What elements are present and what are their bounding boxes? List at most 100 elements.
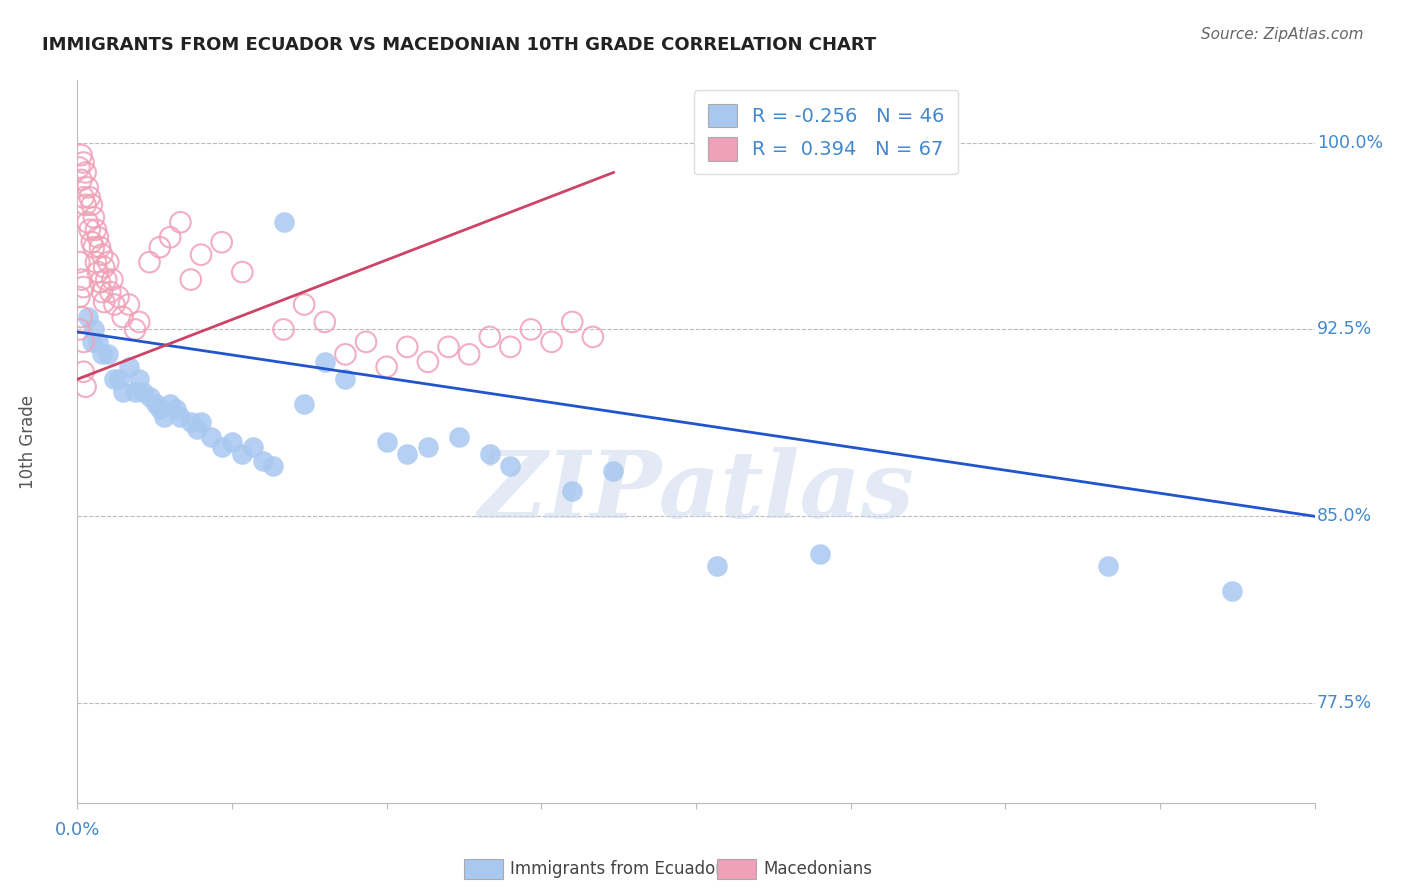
Point xyxy=(354,334,377,349)
Point xyxy=(118,359,141,374)
Point xyxy=(169,215,191,229)
Point xyxy=(79,223,101,237)
Point xyxy=(149,240,172,254)
Point xyxy=(91,285,114,299)
Point xyxy=(396,340,419,354)
Point xyxy=(84,255,107,269)
Point xyxy=(70,272,93,286)
Point xyxy=(91,347,114,361)
Point xyxy=(83,211,105,225)
Point xyxy=(107,372,129,386)
Point xyxy=(72,365,94,379)
Point xyxy=(561,484,583,499)
Point xyxy=(97,347,120,361)
Point xyxy=(67,290,90,304)
Point xyxy=(124,384,146,399)
Text: 0.0%: 0.0% xyxy=(55,821,100,838)
Point xyxy=(706,559,728,574)
Point xyxy=(165,402,187,417)
Point xyxy=(335,372,357,386)
Point xyxy=(292,397,315,411)
Point xyxy=(180,272,202,286)
Text: 85.0%: 85.0% xyxy=(1317,508,1372,525)
Text: 77.5%: 77.5% xyxy=(1317,694,1372,712)
Point xyxy=(118,297,141,311)
Point xyxy=(169,409,191,424)
Point xyxy=(540,334,562,349)
Point xyxy=(87,230,110,244)
Point xyxy=(149,402,172,417)
Point xyxy=(180,415,202,429)
Point xyxy=(70,310,93,324)
Point xyxy=(70,173,93,187)
Text: Immigrants from Ecuador: Immigrants from Ecuador xyxy=(510,860,723,878)
Point xyxy=(91,248,114,262)
Point xyxy=(478,330,501,344)
Point xyxy=(499,459,522,474)
Point xyxy=(72,190,94,204)
Point xyxy=(132,384,155,399)
Point xyxy=(67,161,90,175)
Point xyxy=(89,275,111,289)
Point xyxy=(396,447,419,461)
Point xyxy=(478,447,501,461)
Point xyxy=(458,347,481,361)
Point xyxy=(72,155,94,169)
Point xyxy=(159,397,181,411)
Point xyxy=(76,180,98,194)
Point xyxy=(75,380,97,394)
Point xyxy=(252,454,274,468)
Point xyxy=(375,359,398,374)
Point xyxy=(499,340,522,354)
Point xyxy=(79,190,101,204)
Point xyxy=(314,355,336,369)
Point xyxy=(80,334,103,349)
Text: Source: ZipAtlas.com: Source: ZipAtlas.com xyxy=(1201,27,1364,42)
Point xyxy=(231,447,253,461)
Point xyxy=(70,148,93,162)
Point xyxy=(72,280,94,294)
Point xyxy=(93,260,115,274)
Point xyxy=(190,415,212,429)
Point xyxy=(437,340,460,354)
Point xyxy=(242,440,264,454)
Point xyxy=(602,465,624,479)
Point xyxy=(520,322,543,336)
Point xyxy=(80,235,103,250)
Point xyxy=(153,409,176,424)
Point xyxy=(124,322,146,336)
Point xyxy=(375,434,398,449)
Point xyxy=(159,230,181,244)
Point xyxy=(262,459,284,474)
Point xyxy=(72,334,94,349)
Point xyxy=(808,547,831,561)
Point xyxy=(111,384,134,399)
Point xyxy=(76,310,98,324)
Point xyxy=(1220,584,1243,599)
Point xyxy=(1097,559,1119,574)
Point xyxy=(107,290,129,304)
Point xyxy=(103,372,125,386)
Point xyxy=(314,315,336,329)
Legend: R = -0.256   N = 46, R =  0.394   N = 67: R = -0.256 N = 46, R = 0.394 N = 67 xyxy=(695,90,959,175)
Point xyxy=(561,315,583,329)
Point xyxy=(128,372,150,386)
Point xyxy=(76,215,98,229)
Point xyxy=(186,422,208,436)
Point xyxy=(138,255,160,269)
Point xyxy=(335,347,357,361)
Point xyxy=(93,295,115,310)
Point xyxy=(83,322,105,336)
Point xyxy=(67,255,90,269)
Point xyxy=(211,440,233,454)
Text: Macedonians: Macedonians xyxy=(763,860,873,878)
Point xyxy=(273,322,295,336)
Point xyxy=(98,285,121,299)
Point xyxy=(231,265,253,279)
Point xyxy=(145,397,167,411)
Text: 10th Grade: 10th Grade xyxy=(18,394,37,489)
Point xyxy=(87,265,110,279)
Text: 92.5%: 92.5% xyxy=(1317,320,1372,338)
Text: ZIPatlas: ZIPatlas xyxy=(478,447,914,537)
Point xyxy=(89,240,111,254)
